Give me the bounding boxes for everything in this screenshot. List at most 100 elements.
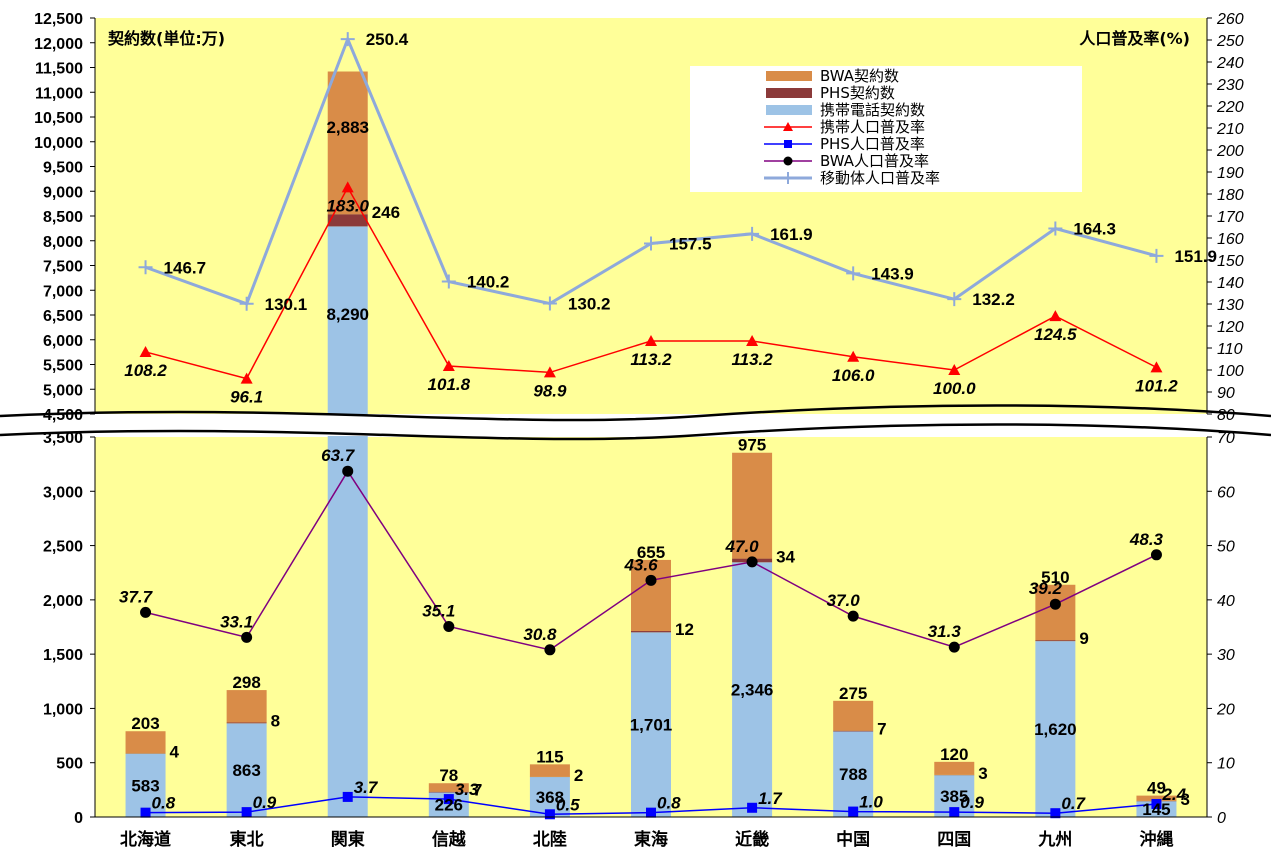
right-tick-label: 70 xyxy=(1217,430,1235,447)
category-label: 四国 xyxy=(937,830,971,850)
marker-square xyxy=(140,807,151,818)
bar-label-phs: 7 xyxy=(473,781,482,800)
bar-label-mobile: 788 xyxy=(839,765,867,784)
marker-circle xyxy=(1049,598,1061,610)
bar-label-bwa: 298 xyxy=(232,673,260,692)
right-tick-label: 40 xyxy=(1217,593,1235,610)
category-label: 九州 xyxy=(1037,830,1072,850)
right-tick-label: 10 xyxy=(1217,756,1235,773)
legend-box xyxy=(690,66,1082,192)
left-tick-label: 11,500 xyxy=(35,61,83,78)
bar-mobile xyxy=(226,723,267,817)
marker-square xyxy=(848,806,859,817)
left-tick-label: 2,500 xyxy=(43,539,83,556)
legend-swatch xyxy=(766,105,812,115)
marker-circle xyxy=(342,465,354,477)
right-tick-label: 30 xyxy=(1217,647,1235,664)
line-label-circle: 47.0 xyxy=(725,537,760,556)
bar-mobile xyxy=(631,632,671,817)
left-tick-label: 10,500 xyxy=(34,110,83,127)
marker-triangle xyxy=(139,345,152,357)
break-line-bottom xyxy=(0,423,1271,441)
left-tick-label: 8,500 xyxy=(43,209,83,226)
line-label-circle: 30.8 xyxy=(523,625,557,644)
bar-label-mobile: 583 xyxy=(131,776,159,795)
bar-label-mobile: 863 xyxy=(232,761,260,780)
line-label-circle: 43.6 xyxy=(623,555,658,574)
right-tick-label: 140 xyxy=(1217,275,1244,292)
marker-triangle xyxy=(948,364,961,375)
line-label-square: 0.8 xyxy=(657,794,681,813)
legend-label: BWA契約数 xyxy=(820,67,899,85)
line-label-plus: 164.3 xyxy=(1073,220,1116,239)
marker-circle xyxy=(443,620,455,632)
axis-break xyxy=(0,404,1271,441)
marker-circle xyxy=(948,641,960,653)
data-labels: 583 4 203 863 8 298 8,290 246 2,883 226 7 78 368 2 115… xyxy=(119,30,1217,819)
bar-phs xyxy=(226,722,267,724)
legend: BWA契約数PHS契約数携帯電話契約数携帯人口普及率PHS人口普及率BWA人口普… xyxy=(690,66,1082,192)
marker-circle xyxy=(140,606,152,618)
bar-bwa xyxy=(529,764,570,777)
left-tick-label: 12,000 xyxy=(34,36,83,53)
right-tick-label: 190 xyxy=(1217,165,1244,182)
bar-label-bwa: 203 xyxy=(131,714,159,733)
marker-circle xyxy=(645,574,657,586)
marker-plus xyxy=(441,274,456,289)
right-tick-label: 260 xyxy=(1216,11,1244,28)
bar-label-phs: 9 xyxy=(1079,629,1088,648)
bar-label-phs: 34 xyxy=(776,548,795,567)
bar-label-mobile: 8,290 xyxy=(326,305,369,324)
legend-label: 携帯電話契約数 xyxy=(820,101,925,119)
line-label-square: 0.7 xyxy=(1061,794,1086,813)
line-label-plus: 143.9 xyxy=(871,264,914,283)
marker-triangle xyxy=(847,350,860,362)
bar-phs xyxy=(327,214,368,227)
marker-square xyxy=(646,807,656,818)
marker-circle xyxy=(544,644,556,656)
right-tick-label: 240 xyxy=(1216,55,1244,72)
line-label-triangle: 113.2 xyxy=(731,350,773,369)
category-label: 東北 xyxy=(230,829,264,850)
line-label-plus: 151.9 xyxy=(1174,247,1217,266)
line-label-circle: 39.2 xyxy=(1029,579,1063,598)
marker-circle xyxy=(746,556,758,568)
bar-label-phs: 246 xyxy=(372,203,400,222)
bar-label-mobile: 226 xyxy=(435,796,463,815)
legend-marker xyxy=(782,172,794,184)
right-tick-label: 170 xyxy=(1217,209,1244,226)
bar-label-mobile: 368 xyxy=(536,788,564,807)
right-tick-label: 50 xyxy=(1217,539,1235,556)
marker-square xyxy=(1050,808,1061,819)
left-tick-label: 12,500 xyxy=(34,11,83,28)
bar-bwa xyxy=(833,700,874,731)
line-label-circle: 37.0 xyxy=(827,591,861,610)
marker-plus xyxy=(1048,221,1063,236)
bars xyxy=(125,71,1177,817)
marker-square xyxy=(241,807,252,818)
right-tick-label: 210 xyxy=(1216,121,1244,138)
bar-label-phs: 12 xyxy=(675,620,694,639)
marker-triangle xyxy=(1049,310,1062,322)
line-label-triangle: 124.5 xyxy=(1034,325,1077,344)
right-tick-label: 0 xyxy=(1217,810,1226,827)
marker-circle xyxy=(1150,549,1162,561)
left-tick-label: 9,500 xyxy=(43,160,83,177)
left-tick-label: 7,500 xyxy=(43,259,83,276)
right-tick-label: 160 xyxy=(1217,231,1244,248)
category-label: 北陸 xyxy=(533,829,567,850)
right-tick-label: 100 xyxy=(1217,363,1244,380)
marker-triangle xyxy=(1150,361,1163,373)
right-axis-title: 人口普及率(%) xyxy=(1079,29,1190,48)
right-tick-label: 150 xyxy=(1217,253,1244,270)
bar-label-bwa: 78 xyxy=(439,766,458,785)
bar-bwa xyxy=(732,452,773,559)
left-tick-label: 2,000 xyxy=(43,593,83,610)
line-label-plus: 130.1 xyxy=(265,295,308,314)
category-label: 関東 xyxy=(331,829,365,850)
line-label-square: 2.4 xyxy=(1161,785,1186,804)
category-label: 信越 xyxy=(432,829,467,850)
break-band xyxy=(0,415,1271,436)
line-label-triangle: 113.2 xyxy=(630,350,672,369)
bar-mobile xyxy=(833,731,874,817)
